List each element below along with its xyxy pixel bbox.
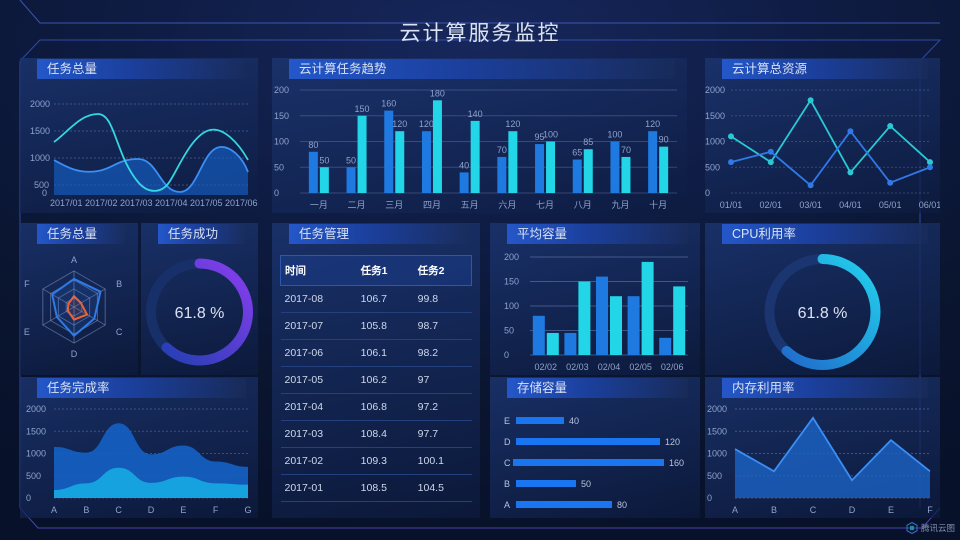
svg-text:0: 0 (274, 188, 279, 198)
svg-text:02/02: 02/02 (535, 362, 558, 372)
svg-text:50: 50 (274, 162, 284, 172)
svg-text:1500: 1500 (26, 426, 46, 436)
svg-text:E: E (888, 505, 894, 515)
svg-text:2017/03: 2017/03 (120, 198, 153, 208)
svg-text:A: A (71, 255, 77, 265)
svg-text:1000: 1000 (705, 137, 725, 147)
svg-text:02/05: 02/05 (629, 362, 652, 372)
svg-text:四月: 四月 (423, 200, 441, 210)
svg-text:2000: 2000 (30, 99, 50, 109)
svg-text:九月: 九月 (611, 200, 629, 210)
svg-text:500: 500 (707, 471, 722, 481)
svg-text:2017/02: 2017/02 (85, 198, 118, 208)
svg-text:61.8 %: 61.8 % (175, 305, 225, 322)
svg-text:120: 120 (505, 119, 520, 129)
svg-text:0: 0 (707, 493, 712, 503)
svg-text:三月: 三月 (385, 200, 403, 210)
svg-text:E: E (180, 505, 186, 515)
svg-text:B: B (83, 505, 89, 515)
svg-text:六月: 六月 (498, 199, 516, 210)
svg-text:02/03: 02/03 (566, 362, 589, 372)
svg-text:50: 50 (346, 155, 356, 165)
svg-text:C: C (115, 505, 122, 515)
svg-text:70: 70 (621, 145, 631, 155)
svg-text:06/01: 06/01 (919, 200, 940, 210)
svg-text:100: 100 (543, 130, 558, 140)
svg-text:C: C (116, 327, 123, 337)
svg-text:一月: 一月 (310, 200, 328, 210)
svg-text:D: D (71, 349, 78, 359)
svg-text:140: 140 (468, 109, 483, 119)
svg-text:D: D (148, 505, 155, 515)
svg-text:五月: 五月 (461, 200, 479, 210)
svg-text:0: 0 (504, 350, 509, 360)
svg-text:180: 180 (430, 88, 445, 98)
svg-text:1000: 1000 (26, 449, 46, 459)
svg-text:0: 0 (42, 188, 47, 198)
svg-text:150: 150 (355, 104, 370, 114)
svg-text:1500: 1500 (707, 426, 727, 436)
svg-text:2017/05: 2017/05 (190, 198, 223, 208)
svg-text:120: 120 (419, 119, 434, 129)
svg-text:十月: 十月 (649, 199, 667, 210)
svg-text:E: E (24, 327, 30, 337)
svg-text:八月: 八月 (574, 200, 592, 210)
svg-text:65: 65 (572, 148, 582, 158)
svg-text:F: F (213, 505, 219, 515)
svg-text:90: 90 (659, 135, 669, 145)
svg-text:500: 500 (705, 162, 720, 172)
svg-text:2000: 2000 (705, 85, 725, 95)
svg-text:120: 120 (645, 119, 660, 129)
svg-text:120: 120 (392, 119, 407, 129)
svg-text:0: 0 (705, 188, 710, 198)
svg-text:02/04: 02/04 (598, 362, 621, 372)
svg-text:2000: 2000 (26, 404, 46, 414)
svg-text:70: 70 (497, 145, 507, 155)
svg-text:85: 85 (583, 137, 593, 147)
svg-text:F: F (24, 279, 30, 289)
svg-text:0: 0 (26, 493, 31, 503)
svg-text:二月: 二月 (348, 200, 366, 210)
svg-text:200: 200 (504, 252, 519, 262)
svg-text:1500: 1500 (30, 126, 50, 136)
svg-text:100: 100 (504, 301, 519, 311)
svg-text:150: 150 (504, 277, 519, 287)
svg-text:A: A (732, 505, 738, 515)
svg-text:200: 200 (274, 85, 289, 95)
svg-text:D: D (849, 505, 856, 515)
svg-text:G: G (244, 505, 251, 515)
svg-text:80: 80 (308, 140, 318, 150)
svg-text:100: 100 (607, 130, 622, 140)
svg-text:F: F (927, 505, 933, 515)
svg-text:2000: 2000 (707, 404, 727, 414)
svg-text:01/01: 01/01 (720, 200, 743, 210)
svg-text:150: 150 (274, 111, 289, 121)
svg-text:100: 100 (274, 137, 289, 147)
svg-text:03/01: 03/01 (799, 200, 822, 210)
svg-text:1000: 1000 (707, 449, 727, 459)
svg-text:02/01: 02/01 (760, 200, 783, 210)
svg-text:B: B (116, 279, 122, 289)
svg-text:B: B (771, 505, 777, 515)
svg-text:500: 500 (26, 471, 41, 481)
svg-text:50: 50 (319, 155, 329, 165)
svg-text:七月: 七月 (536, 200, 554, 210)
svg-text:02/06: 02/06 (661, 362, 684, 372)
svg-text:40: 40 (459, 160, 469, 170)
svg-text:1500: 1500 (705, 111, 725, 121)
svg-text:05/01: 05/01 (879, 200, 902, 210)
svg-text:50: 50 (504, 326, 514, 336)
svg-text:A: A (51, 505, 57, 515)
svg-text:C: C (810, 505, 817, 515)
svg-text:160: 160 (381, 99, 396, 109)
svg-text:04/01: 04/01 (839, 200, 862, 210)
svg-text:1000: 1000 (30, 153, 50, 163)
svg-text:2017/01: 2017/01 (50, 198, 83, 208)
svg-text:61.8 %: 61.8 % (798, 305, 848, 322)
svg-text:2017/06: 2017/06 (225, 198, 258, 208)
svg-text:2017/04: 2017/04 (155, 198, 188, 208)
